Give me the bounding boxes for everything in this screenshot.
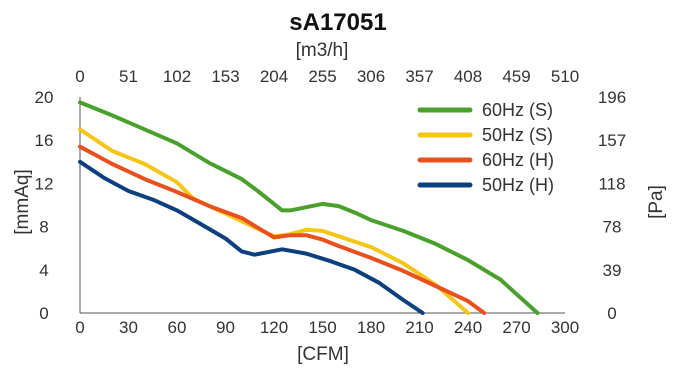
x-tick-label: 0 (75, 318, 84, 337)
y2-tick-label: 0 (607, 304, 616, 323)
y-tick-label: 4 (39, 261, 48, 280)
x2-tick-label: 408 (454, 67, 482, 86)
series-layer (78, 100, 540, 315)
y-tick-label: 0 (39, 304, 48, 323)
x-tick-label: 270 (502, 318, 530, 337)
x2-tick-label: 51 (119, 67, 138, 86)
series-line-4 (78, 159, 425, 315)
y2-tick-label: 157 (598, 131, 626, 150)
y2-tick-label: 39 (603, 261, 622, 280)
x-tick-label: 150 (308, 318, 336, 337)
x-tick-label: 240 (454, 318, 482, 337)
x-tick-label: 30 (119, 318, 138, 337)
x2-tick-label: 0 (75, 67, 84, 86)
x-axis-label: [CFM] (297, 344, 349, 365)
x2-tick-label: 357 (405, 67, 433, 86)
x-tick-label: 90 (216, 318, 235, 337)
legend-label: 50Hz (H) (482, 175, 554, 195)
x2-tick-label: 153 (211, 67, 239, 86)
x2-axis-label: [m3/h] (296, 40, 349, 61)
x-tick-label: 210 (405, 318, 433, 337)
series-line-3 (78, 144, 487, 315)
legend-label: 50Hz (S) (482, 125, 553, 145)
x-tick-label: 180 (357, 318, 385, 337)
y2-axis-label: [Pa] (646, 185, 667, 219)
y2-tick-label: 78 (603, 218, 622, 237)
legend-label: 60Hz (S) (482, 100, 553, 120)
y-tick-label: 8 (39, 218, 48, 237)
y2-tick-label: 196 (598, 88, 626, 107)
legend: 60Hz (S) 50Hz (S) 60Hz (H) 50Hz (H) (417, 100, 554, 195)
x-tick-label: 60 (168, 318, 187, 337)
y2-tick-label: 118 (598, 174, 625, 193)
chart-title: sA17051 (289, 9, 386, 36)
x2-tick-label: 102 (163, 67, 191, 86)
x2-tick-label: 255 (308, 67, 336, 86)
y-axis-label: [mmAq] (12, 169, 33, 234)
series-line-1 (78, 100, 540, 315)
y-tick-label: 16 (35, 131, 54, 150)
x-tick-label: 120 (260, 318, 288, 337)
x2-tick-label: 510 (551, 67, 579, 86)
y-tick-label: 12 (35, 174, 54, 193)
x2-tick-label: 459 (502, 67, 530, 86)
series-line-2 (78, 127, 470, 315)
y-tick-label: 20 (35, 88, 54, 107)
x2-tick-label: 204 (260, 67, 288, 86)
x2-tick-label: 306 (357, 67, 385, 86)
x-tick-label: 300 (551, 318, 579, 337)
legend-label: 60Hz (H) (482, 150, 554, 170)
